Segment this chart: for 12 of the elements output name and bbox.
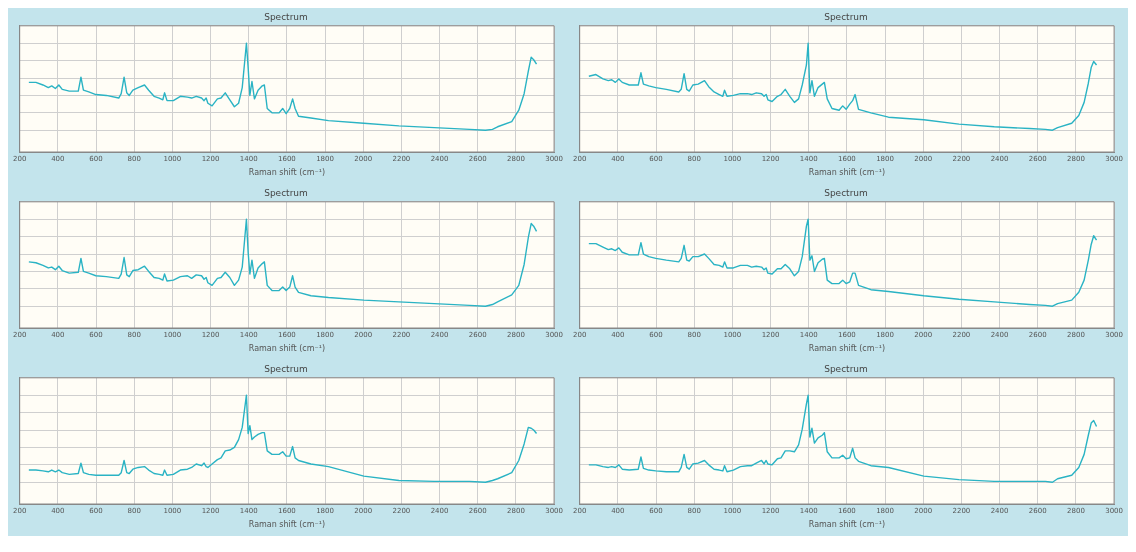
chart-title: Spectrum [824, 11, 868, 22]
x-axis-title: Raman shift (cm⁻¹) [808, 344, 886, 354]
x-axis-title: Raman shift (cm⁻¹) [248, 344, 326, 354]
chart-title: Spectrum [264, 187, 308, 198]
chart-title: Spectrum [264, 11, 308, 22]
chart-title: Spectrum [824, 363, 868, 374]
x-axis-title: Raman shift (cm⁻¹) [248, 520, 326, 530]
chart-title: Spectrum [824, 187, 868, 198]
x-axis-title: Raman shift (cm⁻¹) [248, 168, 326, 178]
x-axis-title: Raman shift (cm⁻¹) [808, 168, 886, 178]
chart-title: Spectrum [264, 363, 308, 374]
x-axis-title: Raman shift (cm⁻¹) [808, 520, 886, 530]
